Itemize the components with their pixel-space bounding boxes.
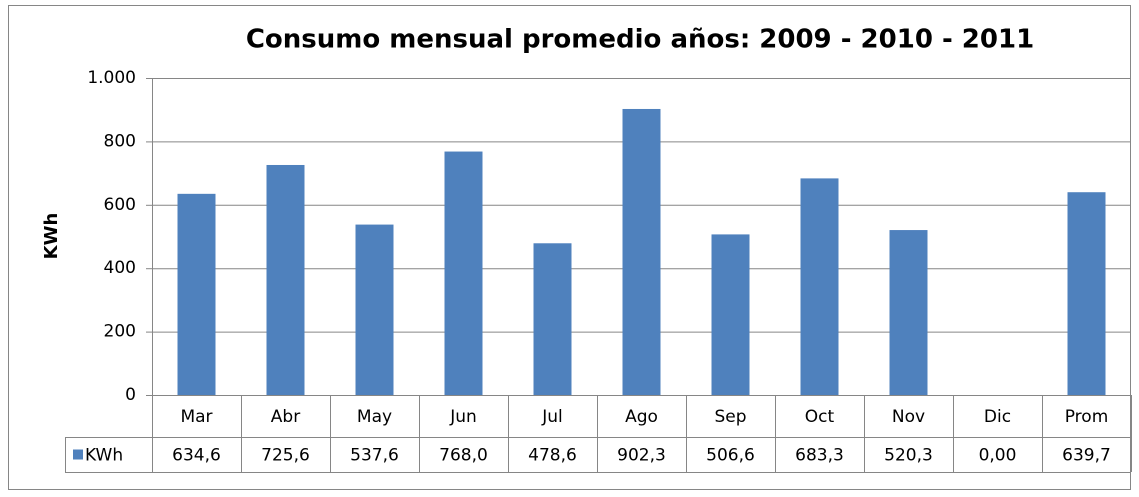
x-tick-label: May xyxy=(357,407,392,427)
table-value: 634,6 xyxy=(172,446,221,466)
table-value: 768,0 xyxy=(439,446,488,466)
x-tick-label: Prom xyxy=(1065,407,1109,427)
y-tick-label: 800 xyxy=(104,131,136,151)
y-tick-label: 600 xyxy=(104,195,136,215)
x-tick-label: Mar xyxy=(180,407,212,427)
x-tick-label: Jun xyxy=(449,407,477,427)
y-tick-label: 1.000 xyxy=(87,68,136,88)
y-axis-label: KWh xyxy=(41,213,62,260)
bar xyxy=(266,164,305,395)
legend-label: KWh xyxy=(85,446,123,466)
x-tick-label: Oct xyxy=(805,407,835,427)
x-tick-label: Jul xyxy=(541,407,563,427)
y-tick-label: 400 xyxy=(104,258,136,278)
bar xyxy=(889,230,928,395)
table-value: 520,3 xyxy=(884,446,933,466)
y-tick-label: 0 xyxy=(125,385,136,405)
table-value: 639,7 xyxy=(1062,446,1111,466)
table-value: 537,6 xyxy=(350,446,399,466)
x-tick-label: Nov xyxy=(892,407,925,427)
chart-title: Consumo mensual promedio años: 2009 - 20… xyxy=(246,25,1034,55)
x-tick-label: Abr xyxy=(271,407,300,427)
y-tick-label: 200 xyxy=(104,322,136,342)
table-value: 0,00 xyxy=(979,446,1017,466)
table-value: 683,3 xyxy=(795,446,844,466)
legend-key xyxy=(73,449,83,460)
bar xyxy=(444,151,483,395)
table-value: 725,6 xyxy=(261,446,310,466)
bar xyxy=(800,178,839,395)
bar xyxy=(622,108,661,396)
bar xyxy=(533,243,572,395)
x-tick-label: Sep xyxy=(714,407,746,427)
x-tick-label: Ago xyxy=(625,407,658,427)
bar xyxy=(177,193,216,395)
table-value: 478,6 xyxy=(528,446,577,466)
table-value: 902,3 xyxy=(617,446,666,466)
table-value: 506,6 xyxy=(706,446,755,466)
x-tick-label: Dic xyxy=(984,407,1011,427)
bar xyxy=(355,224,394,395)
bar xyxy=(1067,192,1106,395)
bar xyxy=(711,234,750,395)
